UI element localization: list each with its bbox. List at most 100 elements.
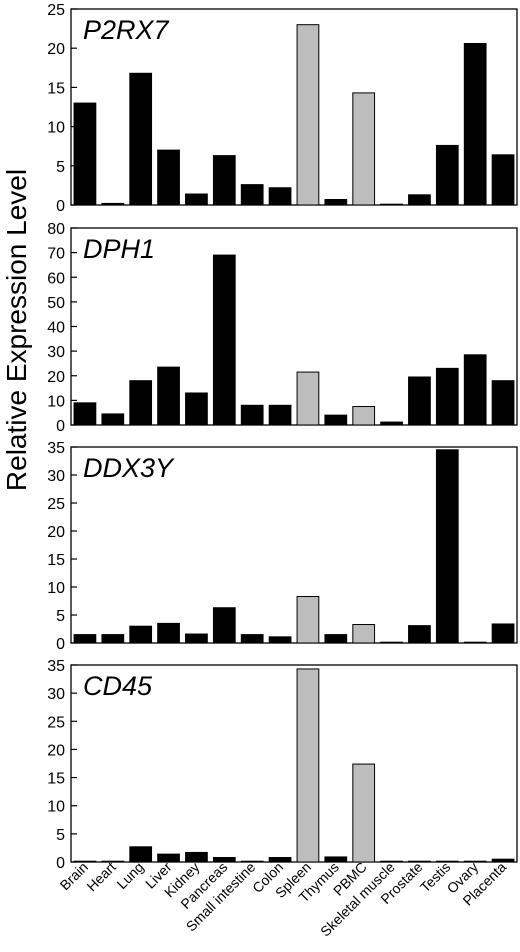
bar-cd45-lung — [129, 846, 153, 863]
bar-dph1-lung — [129, 380, 153, 426]
y-tick-label: 60 — [47, 270, 65, 287]
bar-ddx3y-prostate — [408, 625, 431, 644]
y-tick-label: 35 — [47, 658, 65, 675]
bar-cd45-ovary — [463, 860, 487, 863]
y-tick-label: 5 — [56, 159, 65, 176]
y-tick-label: 15 — [47, 771, 65, 788]
bar-ddx3y-pancreas — [212, 607, 236, 644]
bar-cd45-prostate — [408, 860, 431, 863]
bar-cd45-small-intestine — [240, 860, 264, 863]
y-tick-label: 25 — [47, 2, 65, 19]
bar-ddx3y-colon — [268, 636, 292, 644]
y-tick-label: 30 — [47, 344, 65, 361]
y-tick-label: 20 — [47, 742, 65, 759]
y-tick-label: 20 — [47, 41, 65, 58]
bar-cd45-pbmc — [352, 763, 376, 863]
bar-cd45-pancreas — [212, 857, 236, 863]
bar-p2rx7-brain — [73, 102, 97, 206]
bar-dph1-thymus — [324, 414, 348, 426]
bar-ddx3y-lung — [129, 625, 153, 644]
bar-cd45-spleen — [296, 668, 320, 863]
category-label: Heart — [83, 859, 119, 895]
panel-ddx3y: 0 5 10 15 20 25 30 35 DDX3Y — [47, 440, 518, 653]
y-tick-label: 0 — [56, 855, 65, 872]
bar-p2rx7-skeletal-muscle — [380, 203, 403, 206]
bar-ddx3y-small-intestine — [240, 634, 264, 644]
y-tick-label: 35 — [47, 440, 65, 457]
bar-dph1-ovary — [463, 354, 487, 426]
bar-p2rx7-pbmc — [352, 92, 376, 206]
bar-ddx3y-heart — [101, 634, 125, 644]
bar-ddx3y-liver — [157, 622, 180, 644]
bar-p2rx7-prostate — [408, 194, 431, 206]
y-tick-label: 15 — [47, 552, 65, 569]
bar-p2rx7-pancreas — [212, 155, 236, 206]
bar-p2rx7-testis — [435, 144, 459, 206]
bar-ddx3y-testis — [435, 449, 459, 644]
bar-dph1-placenta — [491, 380, 515, 426]
panel-title: P2RX7 — [83, 15, 170, 45]
bar-p2rx7-small-intestine — [240, 184, 264, 206]
bar-dph1-pancreas — [212, 254, 236, 426]
bar-dph1-heart — [101, 413, 125, 426]
y-tick-label: 20 — [47, 369, 65, 386]
bar-p2rx7-spleen — [296, 24, 320, 206]
y-tick-label: 20 — [47, 524, 65, 541]
bar-ddx3y-placenta — [491, 623, 515, 644]
bar-p2rx7-liver — [157, 149, 180, 206]
bar-p2rx7-colon — [268, 187, 292, 206]
y-tick-label: 15 — [47, 80, 65, 97]
bar-p2rx7-thymus — [324, 199, 348, 206]
bar-cd45-testis — [435, 860, 459, 863]
y-tick-label: 80 — [47, 221, 65, 238]
panel-p2rx7: 0 5 10 15 20 25 P2RX7 — [47, 2, 518, 215]
y-tick-label: 10 — [47, 120, 65, 137]
y-tick-label: 25 — [47, 714, 65, 731]
y-tick-label: 0 — [56, 636, 65, 653]
bar-dph1-spleen — [296, 371, 320, 426]
bar-p2rx7-ovary — [463, 43, 487, 206]
y-axis-label: Relative Expression Level — [1, 169, 32, 491]
y-tick-label: 10 — [47, 580, 65, 597]
plot-frame — [70, 664, 518, 863]
y-tick-label: 10 — [47, 393, 65, 410]
bar-p2rx7-heart — [101, 202, 125, 206]
category-label: Lung — [113, 859, 146, 892]
y-tick-label: 50 — [47, 295, 65, 312]
bar-dph1-liver — [157, 366, 180, 426]
chart-panels: 0510152025P2RX701020304050607080DPH10510… — [47, 2, 518, 872]
panel-title: CD45 — [83, 671, 153, 701]
panel-title: DDX3Y — [83, 453, 175, 483]
y-tick-label: 5 — [56, 608, 65, 625]
y-tick-label: 0 — [56, 418, 65, 435]
bar-dph1-colon — [268, 404, 292, 426]
y-tick-label: 30 — [47, 468, 65, 485]
bar-dph1-brain — [73, 402, 97, 426]
y-tick-label: 30 — [47, 686, 65, 703]
bar-ddx3y-skeletal-muscle — [380, 641, 403, 644]
plot-frame — [70, 8, 518, 206]
bar-ddx3y-brain — [73, 634, 97, 644]
panel-dph1: 0 10 20 30 40 50 60 70 80 DPH1 — [47, 221, 518, 435]
bar-ddx3y-pbmc — [352, 624, 376, 644]
plot-frame — [70, 446, 518, 644]
bar-cd45-heart — [101, 860, 125, 863]
bar-dph1-kidney — [185, 392, 208, 426]
bar-cd45-skeletal-muscle — [380, 860, 403, 863]
bar-dph1-small-intestine — [240, 404, 264, 426]
y-tick-label: 70 — [47, 246, 65, 263]
y-tick-label: 40 — [47, 320, 65, 337]
bar-cd45-thymus — [324, 856, 348, 863]
panel-title: DPH1 — [83, 234, 155, 264]
bar-cd45-kidney — [185, 851, 208, 863]
y-tick-label: 0 — [56, 198, 65, 215]
bar-cd45-placenta — [491, 858, 515, 863]
bar-dph1-pbmc — [352, 406, 376, 426]
y-tick-label: 5 — [56, 827, 65, 844]
bar-dph1-skeletal-muscle — [380, 421, 403, 426]
bar-ddx3y-spleen — [296, 596, 320, 644]
bar-ddx3y-ovary — [463, 641, 487, 644]
bar-cd45-liver — [157, 853, 180, 863]
